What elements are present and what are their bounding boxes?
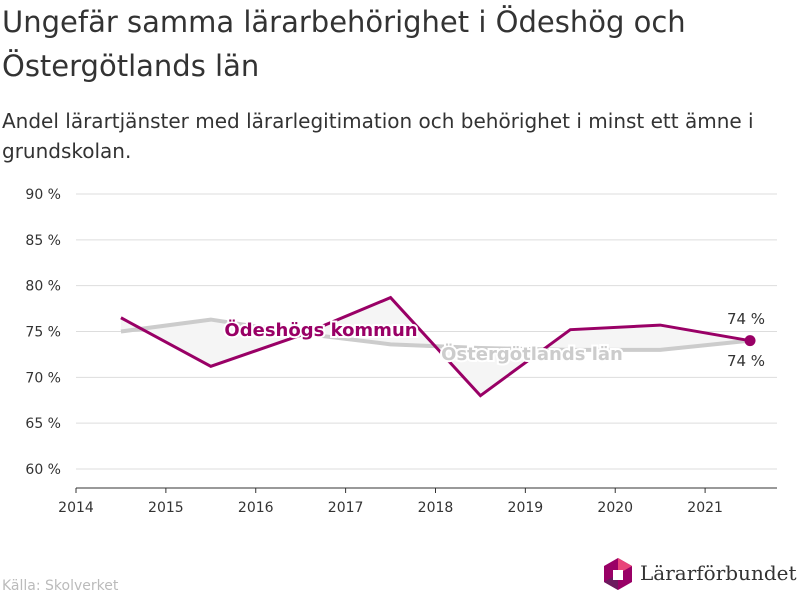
series-line-kommun xyxy=(120,295,751,398)
chart-title: Ungefär samma lärarbehörighet i Ödeshög … xyxy=(2,5,686,83)
y-tick-label: 60 % xyxy=(25,462,61,478)
x-tick-label: 2020 xyxy=(597,500,633,516)
series-label-lan: Östergötlands län xyxy=(441,343,623,365)
x-tick-label: 2015 xyxy=(148,500,184,516)
y-tick-label: 70 % xyxy=(25,370,61,386)
y-tick-label: 75 % xyxy=(25,325,61,341)
end-label-lan: 74 % xyxy=(727,352,765,370)
y-tick-label: 80 % xyxy=(25,279,61,295)
end-label-kommun: 74 % xyxy=(727,310,765,328)
brand-logo: Lärarförbundet xyxy=(602,557,798,591)
grid-layer xyxy=(76,193,777,470)
y-tick-label: 85 % xyxy=(25,233,61,249)
x-tick-label: 2019 xyxy=(508,500,544,516)
x-tick-label: 2016 xyxy=(238,500,274,516)
series-labels: Östergötlands län Ödeshögs kommun 74 % 7… xyxy=(222,310,765,370)
y-tick-label: 65 % xyxy=(25,416,61,432)
source-note: Källa: Skolverket xyxy=(2,578,119,594)
brand-logo-text: Lärarförbundet xyxy=(640,561,797,585)
series-label-kommun: Ödeshögs kommun xyxy=(224,319,417,341)
chart-subtitle: Andel lärartjänster med lärarlegitimatio… xyxy=(2,109,754,163)
x-axis: 2014 2015 2016 2017 2018 2019 2020 2021 xyxy=(58,487,777,516)
x-tick-label: 2018 xyxy=(418,500,454,516)
x-tick-label: 2021 xyxy=(687,500,723,516)
y-tick-label: 90 % xyxy=(25,187,61,203)
x-tick-label: 2017 xyxy=(328,500,364,516)
end-point-kommun xyxy=(744,335,756,347)
x-tick-label: 2014 xyxy=(58,500,94,516)
hexagon-logo-icon xyxy=(604,558,632,590)
series-kommun xyxy=(120,295,756,398)
y-tick-labels: 60 % 65 % 70 % 75 % 80 % 85 % 90 % xyxy=(25,187,61,478)
